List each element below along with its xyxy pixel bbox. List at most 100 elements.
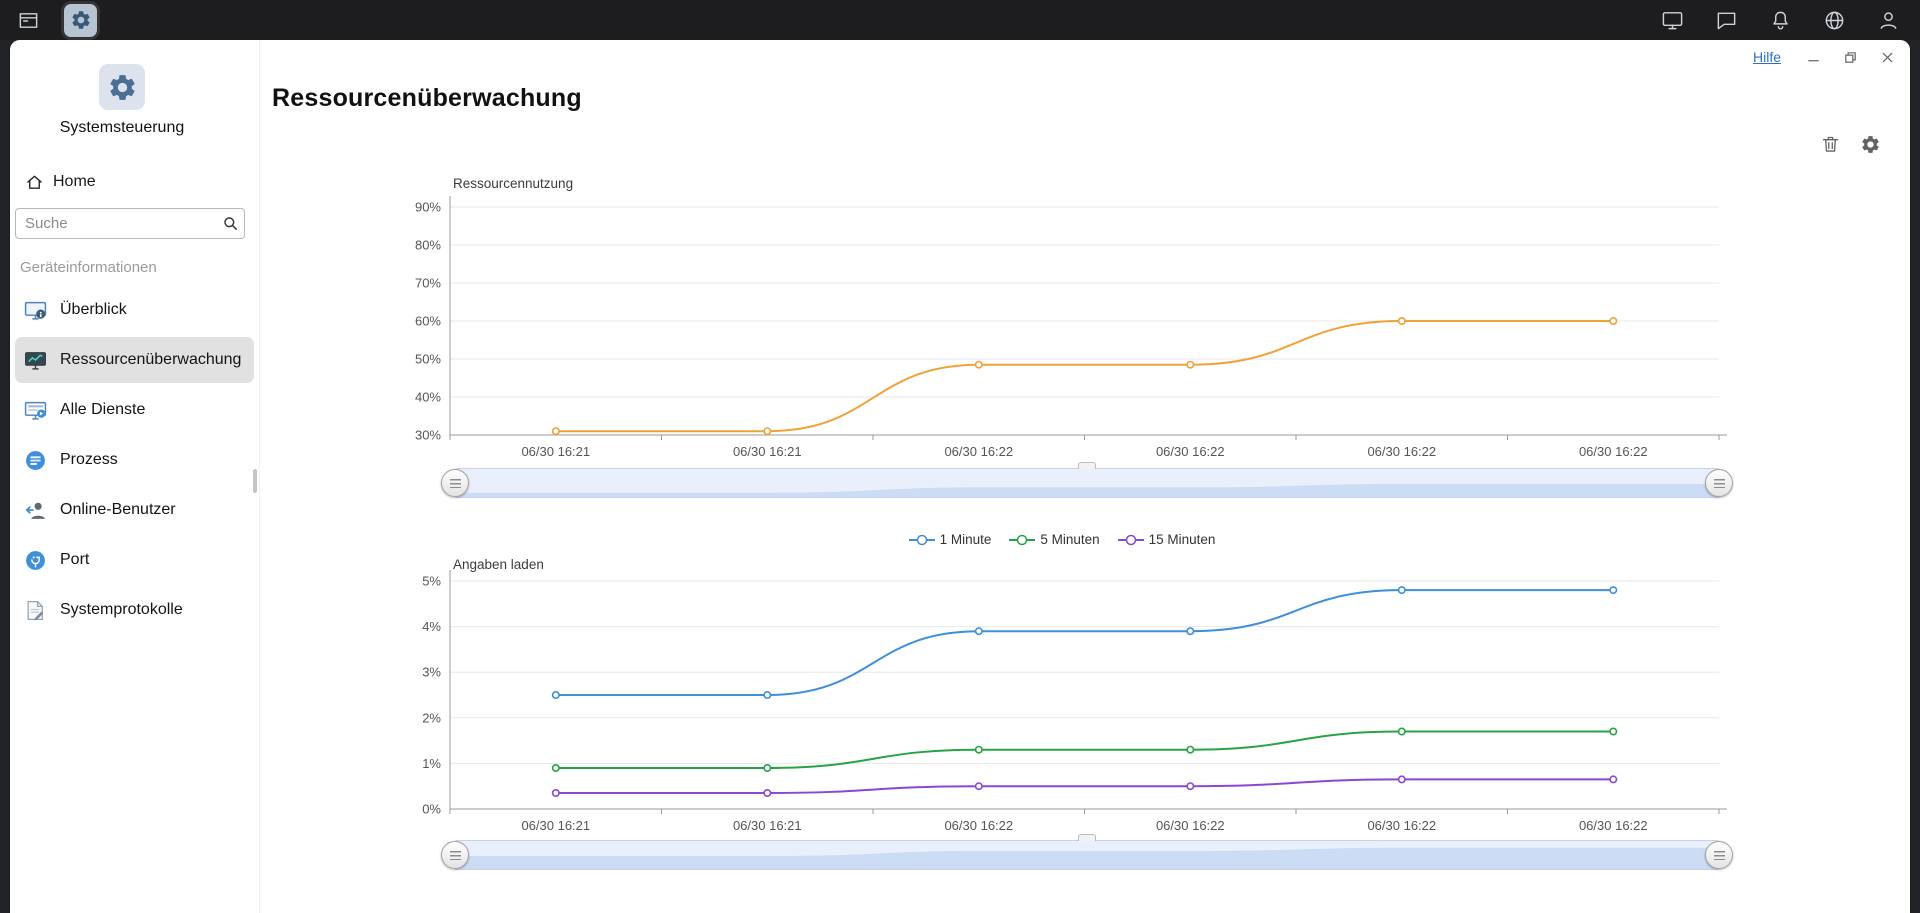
sidebar-menu: Überblick Ressourcenüberwachung Alle Die…	[10, 287, 259, 637]
window-header: Hilfe	[1753, 40, 1910, 74]
sidebar-item-label: Ressourcenüberwachung	[60, 351, 242, 368]
svg-text:06/30 16:21: 06/30 16:21	[733, 818, 802, 833]
svg-text:60%: 60%	[415, 314, 441, 329]
svg-text:06/30 16:22: 06/30 16:22	[1367, 444, 1436, 459]
legend-label: 5 Minuten	[1040, 532, 1100, 547]
legend-item-1-minute[interactable]: 1 Minute	[908, 532, 992, 547]
system-logs-icon	[23, 598, 47, 622]
maximize-icon[interactable]	[1842, 49, 1859, 66]
sidebar-item-port[interactable]: Port	[15, 537, 254, 583]
resource-usage-chart: 90% 80% 70% 60% 50% 40% 30% 06/30 16:21 06/30 16…	[394, 190, 1730, 473]
range-handle-right[interactable]	[1705, 469, 1733, 497]
range-preview-area[interactable]	[455, 469, 1719, 497]
svg-text:06/30 16:22: 06/30 16:22	[1156, 818, 1225, 833]
chart-title-load-average: Angaben laden	[453, 557, 544, 572]
sidebar-item-label: Systemprotokolle	[60, 601, 183, 618]
sidebar-item-prozess[interactable]: Prozess	[15, 437, 254, 483]
range-notch[interactable]	[1078, 462, 1096, 469]
svg-text:06/30 16:21: 06/30 16:21	[521, 818, 590, 833]
svg-text:2%: 2%	[422, 710, 441, 725]
control-panel-app-icon[interactable]	[64, 3, 97, 37]
svg-text:06/30 16:22: 06/30 16:22	[1579, 818, 1648, 833]
workspace-icon[interactable]	[14, 6, 42, 34]
time-range-selector-2[interactable]	[441, 834, 1733, 870]
overview-icon	[23, 298, 47, 322]
bell-icon[interactable]	[1766, 6, 1794, 34]
taskbar-right	[1658, 6, 1920, 34]
search-box[interactable]	[15, 208, 245, 239]
svg-text:50%: 50%	[415, 352, 441, 367]
svg-text:40%: 40%	[415, 390, 441, 405]
legend-marker-icon	[1009, 534, 1036, 545]
search-icon[interactable]	[216, 215, 244, 232]
taskbar-left	[0, 3, 97, 37]
range-preview-area[interactable]	[455, 841, 1719, 869]
svg-text:1%: 1%	[422, 756, 441, 771]
sidebar-item-label: Prozess	[60, 451, 118, 468]
app-logo-gear-icon	[99, 64, 145, 110]
range-notch[interactable]	[1078, 834, 1096, 841]
sidebar-item-uberblick[interactable]: Überblick	[15, 287, 254, 333]
svg-text:06/30 16:22: 06/30 16:22	[1579, 444, 1648, 459]
range-handle-right[interactable]	[1705, 841, 1733, 869]
sidebar-item-systemprotokolle[interactable]: Systemprotokolle	[15, 587, 254, 633]
content-toolbar	[1820, 134, 1882, 156]
legend-item-15-minuten[interactable]: 15 Minuten	[1117, 532, 1216, 547]
sidebar-item-label: Online-Benutzer	[60, 501, 176, 518]
legend-marker-icon	[1117, 534, 1144, 545]
sidebar-item-label: Port	[60, 551, 90, 568]
control-panel-window: Hilfe Systemsteuerung Home Geräteinforma…	[10, 40, 1910, 913]
page-title: Ressourcenüberwachung	[272, 84, 582, 112]
minimize-icon[interactable]	[1805, 49, 1822, 66]
svg-text:06/30 16:21: 06/30 16:21	[521, 444, 590, 459]
chat-icon[interactable]	[1712, 6, 1740, 34]
clear-trash-button[interactable]	[1820, 134, 1842, 156]
legend-label: 1 Minute	[939, 532, 992, 547]
chart-settings-button[interactable]	[1860, 134, 1882, 156]
load-average-chart: 5% 4% 3% 2% 1% 0% 06/30 16:21 06/30 16:21 06/30 …	[394, 564, 1730, 847]
sidebar-item-alle-dienste[interactable]: Alle Dienste	[15, 387, 254, 433]
services-icon	[23, 398, 47, 422]
svg-text:90%: 90%	[415, 200, 441, 215]
help-link[interactable]: Hilfe	[1752, 49, 1781, 65]
home-icon	[25, 173, 44, 192]
svg-text:30%: 30%	[415, 428, 441, 443]
svg-text:80%: 80%	[415, 238, 441, 253]
legend-marker-icon	[908, 534, 935, 545]
close-icon[interactable]	[1879, 49, 1896, 66]
range-handle-left[interactable]	[441, 841, 469, 869]
chart-legend: 1 Minute 5 Minuten 15 Minuten	[394, 532, 1730, 547]
sidebar-item-ressourcenuberwachung[interactable]: Ressourcenüberwachung	[15, 337, 254, 383]
grip-lines-icon	[1713, 478, 1725, 488]
sidebar-item-label: Überblick	[60, 301, 127, 318]
grip-lines-icon	[449, 850, 461, 860]
globe-icon[interactable]	[1820, 6, 1848, 34]
svg-text:3%: 3%	[422, 665, 441, 680]
resource-monitor-icon	[23, 348, 47, 372]
display-icon[interactable]	[1658, 6, 1686, 34]
taskbar	[0, 0, 1920, 40]
search-input[interactable]	[16, 215, 216, 232]
sidebar-scrollbar-thumb[interactable]	[253, 469, 257, 493]
process-icon	[23, 448, 47, 472]
legend-item-5-minuten[interactable]: 5 Minuten	[1009, 532, 1100, 547]
grip-lines-icon	[1713, 850, 1725, 860]
sidebar-item-online-benutzer[interactable]: Online-Benutzer	[15, 487, 254, 533]
svg-text:70%: 70%	[415, 276, 441, 291]
app-title: Systemsteuerung	[59, 119, 185, 136]
svg-text:4%: 4%	[422, 619, 441, 634]
window-controls	[1805, 49, 1896, 66]
home-label: Home	[53, 173, 96, 190]
svg-text:06/30 16:22: 06/30 16:22	[1367, 818, 1436, 833]
sidebar-item-label: Alle Dienste	[60, 401, 146, 418]
range-handle-left[interactable]	[441, 469, 469, 497]
time-range-selector-1[interactable]	[441, 462, 1733, 498]
sidebar-section-label: Geräteinformationen	[20, 259, 157, 276]
sidebar-item-home[interactable]: Home	[18, 167, 247, 197]
legend-label: 15 Minuten	[1148, 532, 1216, 547]
user-icon[interactable]	[1874, 6, 1902, 34]
svg-text:5%: 5%	[422, 574, 441, 589]
svg-text:06/30 16:21: 06/30 16:21	[733, 444, 802, 459]
main-content: Ressourcenüberwachung Ressourcennutzung …	[260, 40, 1910, 913]
port-icon	[23, 548, 47, 572]
